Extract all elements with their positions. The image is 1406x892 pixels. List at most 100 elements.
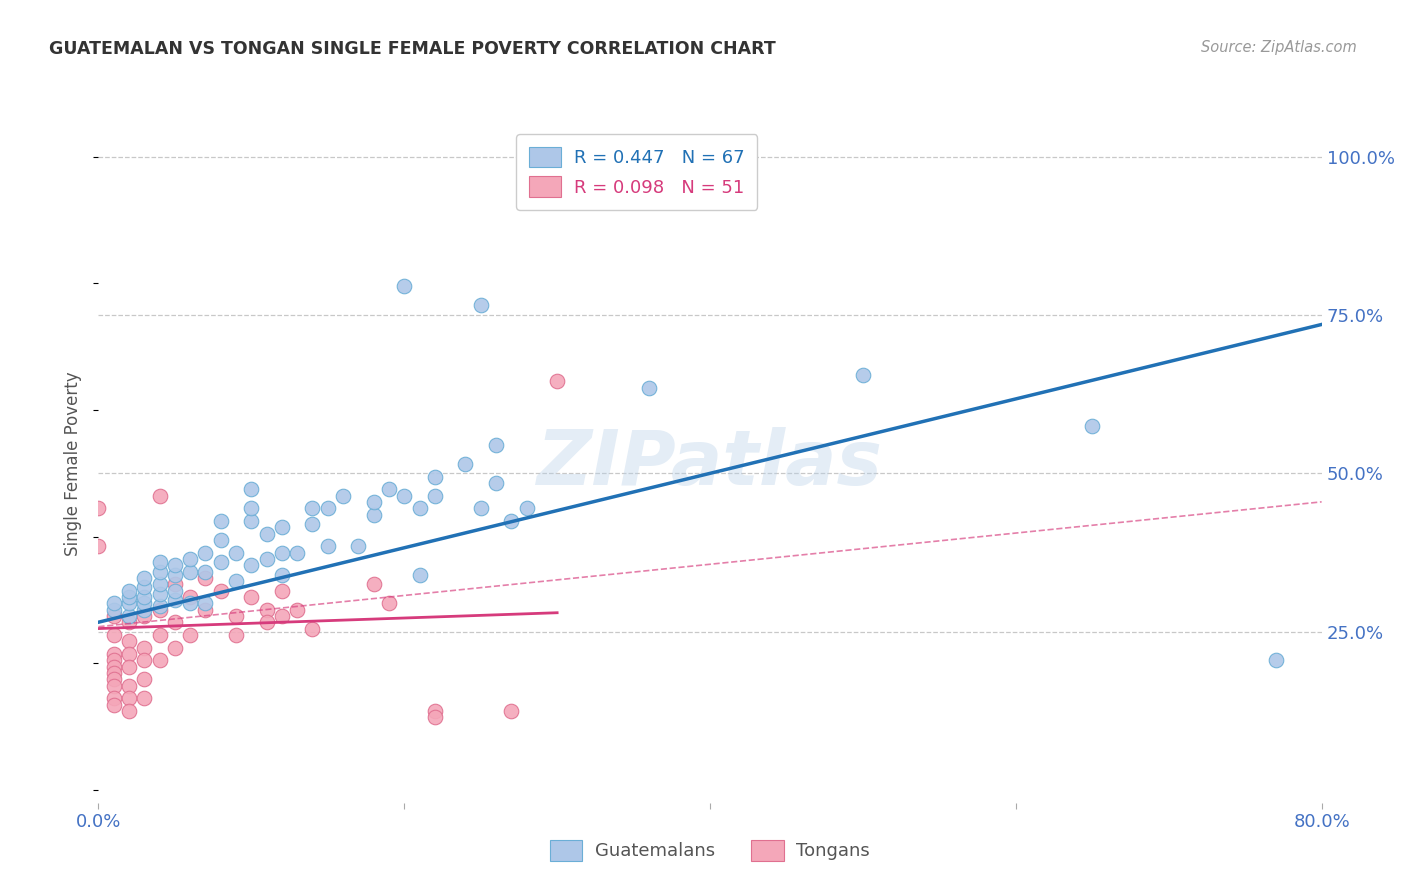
Point	[103, 602, 125, 616]
Text: GUATEMALAN VS TONGAN SINGLE FEMALE POVERTY CORRELATION CHART: GUATEMALAN VS TONGAN SINGLE FEMALE POVER…	[49, 40, 776, 58]
Point	[240, 514, 263, 528]
Point	[134, 602, 156, 616]
Point	[485, 438, 508, 452]
Point	[149, 587, 172, 601]
Point	[256, 552, 278, 566]
Point	[256, 615, 278, 630]
Point	[316, 539, 339, 553]
Point	[134, 653, 156, 667]
Point	[270, 545, 292, 559]
Point	[179, 596, 201, 610]
Point	[179, 628, 201, 642]
Point	[423, 704, 446, 718]
Point	[363, 495, 385, 509]
Point	[134, 581, 156, 595]
Point	[118, 659, 141, 673]
Point	[103, 672, 125, 686]
Point	[285, 545, 308, 559]
Point	[163, 640, 186, 655]
Y-axis label: Single Female Poverty: Single Female Poverty	[65, 372, 83, 556]
Point	[470, 501, 492, 516]
Point	[134, 608, 156, 623]
Point	[134, 571, 156, 585]
Point	[149, 489, 172, 503]
Point	[256, 602, 278, 616]
Point	[194, 545, 217, 559]
Legend: Guatemalans, Tongans: Guatemalans, Tongans	[538, 830, 882, 871]
Point	[392, 279, 416, 293]
Point	[103, 628, 125, 642]
Point	[163, 577, 186, 591]
Point	[118, 608, 141, 623]
Point	[134, 596, 156, 610]
Point	[179, 552, 201, 566]
Point	[209, 583, 232, 598]
Point	[546, 375, 568, 389]
Point	[270, 520, 292, 534]
Point	[194, 596, 217, 610]
Point	[408, 567, 430, 582]
Point	[301, 516, 323, 531]
Point	[392, 489, 416, 503]
Point	[149, 565, 172, 579]
Point	[149, 555, 172, 569]
Point	[103, 691, 125, 706]
Point	[118, 704, 141, 718]
Point	[149, 628, 172, 642]
Point	[149, 653, 172, 667]
Point	[454, 457, 477, 471]
Point	[423, 710, 446, 724]
Point	[1264, 653, 1286, 667]
Point	[118, 679, 141, 693]
Point	[225, 628, 247, 642]
Point	[209, 514, 232, 528]
Point	[179, 590, 201, 604]
Point	[163, 615, 186, 630]
Point	[87, 501, 110, 516]
Point	[118, 647, 141, 661]
Text: ZIPatlas: ZIPatlas	[537, 427, 883, 500]
Point	[240, 501, 263, 516]
Point	[194, 571, 217, 585]
Point	[363, 508, 385, 522]
Point	[270, 608, 292, 623]
Point	[163, 558, 186, 573]
Point	[363, 577, 385, 591]
Point	[103, 653, 125, 667]
Point	[103, 647, 125, 661]
Point	[256, 526, 278, 541]
Point	[134, 640, 156, 655]
Point	[637, 381, 661, 395]
Point	[103, 679, 125, 693]
Point	[301, 622, 323, 636]
Point	[470, 298, 492, 312]
Point	[240, 590, 263, 604]
Point	[316, 501, 339, 516]
Point	[134, 590, 156, 604]
Point	[332, 489, 354, 503]
Point	[118, 590, 141, 604]
Point	[225, 574, 247, 588]
Point	[118, 634, 141, 648]
Point	[225, 608, 247, 623]
Point	[179, 565, 201, 579]
Point	[194, 602, 217, 616]
Point	[285, 602, 308, 616]
Point	[134, 672, 156, 686]
Point	[103, 659, 125, 673]
Point	[378, 596, 401, 610]
Point	[852, 368, 875, 383]
Point	[149, 602, 172, 616]
Point	[194, 565, 217, 579]
Point	[103, 596, 125, 610]
Point	[103, 698, 125, 712]
Point	[118, 615, 141, 630]
Point	[270, 567, 292, 582]
Point	[501, 704, 523, 718]
Point	[134, 691, 156, 706]
Point	[225, 545, 247, 559]
Point	[423, 469, 446, 483]
Point	[149, 599, 172, 614]
Point	[163, 567, 186, 582]
Point	[270, 583, 292, 598]
